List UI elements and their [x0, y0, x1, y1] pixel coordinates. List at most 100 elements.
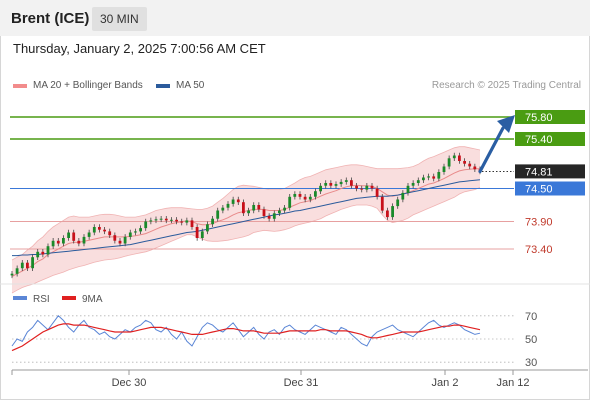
candle-down	[463, 161, 466, 164]
instrument-title: Brent (ICE)	[11, 10, 90, 27]
candle-down	[236, 199, 240, 203]
candle-up	[293, 194, 297, 197]
candle-down	[380, 196, 384, 211]
candle-down	[103, 229, 106, 232]
candle-up	[128, 232, 132, 237]
research-credit: Research © 2025 Trading Central	[431, 80, 581, 91]
candle-up	[134, 231, 137, 233]
candle-down	[108, 231, 112, 236]
candle-down	[41, 251, 45, 255]
candle-down	[164, 218, 168, 221]
candle-up	[67, 232, 70, 238]
candle-up	[221, 207, 225, 211]
time-tick-label: Jan 12	[496, 377, 529, 389]
candle-up	[144, 221, 148, 229]
rsi-legend-label-rsi: RSI	[33, 294, 50, 305]
rsi-legend-label-9ma: 9MA	[82, 294, 103, 305]
level-label-bg-75.40	[515, 132, 585, 146]
candle-down	[242, 202, 245, 214]
legend-label-ma50: MA 50	[176, 80, 205, 91]
candle-up	[344, 180, 348, 182]
candle-up	[92, 227, 96, 233]
scenario-arrow-shaft	[478, 126, 505, 174]
candle-up	[15, 268, 19, 274]
candle-down	[175, 219, 178, 222]
candle-down	[118, 240, 122, 244]
level-label-74.81: 74.81	[525, 166, 553, 178]
candle-down	[375, 188, 379, 197]
candle-up	[334, 184, 338, 186]
legend-ma20-bb: MA 20 + Bollinger Bands	[13, 80, 143, 91]
candle-up	[406, 185, 410, 193]
candle-up	[324, 183, 328, 186]
header-bar: Brent (ICE) 30 MIN	[0, 0, 590, 36]
candle-down	[370, 185, 374, 189]
candle-up	[272, 213, 276, 219]
candle-up	[442, 166, 446, 172]
candle-down	[257, 205, 261, 210]
candle-down	[195, 227, 199, 238]
candle-up	[82, 236, 86, 244]
candle-up	[411, 183, 415, 186]
bollinger-upper-line	[11, 146, 481, 261]
level-label-bg-75.80	[515, 110, 585, 124]
candle-up	[314, 191, 317, 197]
candle-up	[46, 246, 50, 255]
candle-up	[247, 210, 250, 214]
candle-down	[262, 209, 266, 216]
candle-up	[427, 176, 430, 178]
candle-up	[211, 218, 214, 225]
candle-down	[72, 232, 76, 241]
candle-up	[283, 207, 286, 211]
scenario-arrow-head	[497, 115, 515, 133]
candle-up	[319, 185, 322, 192]
legend-ma50: MA 50	[156, 80, 204, 91]
candle-down	[77, 240, 81, 244]
time-tick-label: Dec 31	[284, 377, 319, 389]
candle-up	[51, 240, 55, 247]
candle-up	[278, 210, 281, 214]
candle-up	[416, 180, 420, 183]
candle-up	[149, 220, 153, 222]
candle-up	[36, 251, 40, 258]
candle-up	[365, 185, 369, 190]
time-tick-label: Dec 30	[112, 377, 147, 389]
candle-down	[386, 210, 389, 218]
candle-down	[298, 194, 302, 197]
candle-up	[31, 257, 34, 269]
candle-down	[355, 185, 358, 189]
timeframe-badge[interactable]: 30 MIN	[92, 7, 147, 31]
legend-swatch-ma20	[13, 83, 27, 88]
price-panel: 75.80 75.40 74.81 74.50 73.90 73.40	[10, 110, 585, 294]
candle-down	[26, 262, 29, 269]
candle-up	[447, 158, 451, 167]
level-label-73.90: 73.90	[525, 217, 553, 229]
bollinger-band-fill	[12, 146, 480, 293]
time-tick-label: Jan 2	[432, 377, 459, 389]
candle-up	[20, 262, 24, 269]
candle-up	[422, 177, 425, 181]
candle-up	[87, 232, 91, 237]
rsi-legend-swatch-rsi	[13, 296, 27, 300]
bollinger-lower-line	[11, 187, 481, 294]
candle-up	[159, 218, 163, 220]
candle-up	[396, 199, 400, 207]
candle-up	[308, 196, 312, 200]
candle-up	[200, 231, 204, 238]
rsi-tick-label-30: 30	[525, 357, 537, 369]
rsi-tick-label-50: 50	[525, 334, 537, 346]
candle-up	[185, 220, 189, 223]
candle-up	[139, 228, 142, 232]
rsi-panel: 70 50 30 RSI 9MA	[11, 294, 537, 369]
level-label-bg-74.50	[515, 181, 585, 196]
candle-down	[329, 183, 333, 186]
level-label-73.40: 73.40	[525, 244, 553, 256]
candle-down	[56, 240, 60, 244]
candle-up	[123, 236, 127, 244]
candle-down	[98, 227, 101, 230]
candle-down	[360, 188, 364, 190]
legend-label-ma20: MA 20 + Bollinger Bands	[33, 80, 143, 91]
timestamp: Thursday, January 2, 2025 7:00:56 AM CET	[13, 41, 266, 56]
candle-up	[154, 219, 158, 221]
candle-up	[252, 205, 256, 211]
